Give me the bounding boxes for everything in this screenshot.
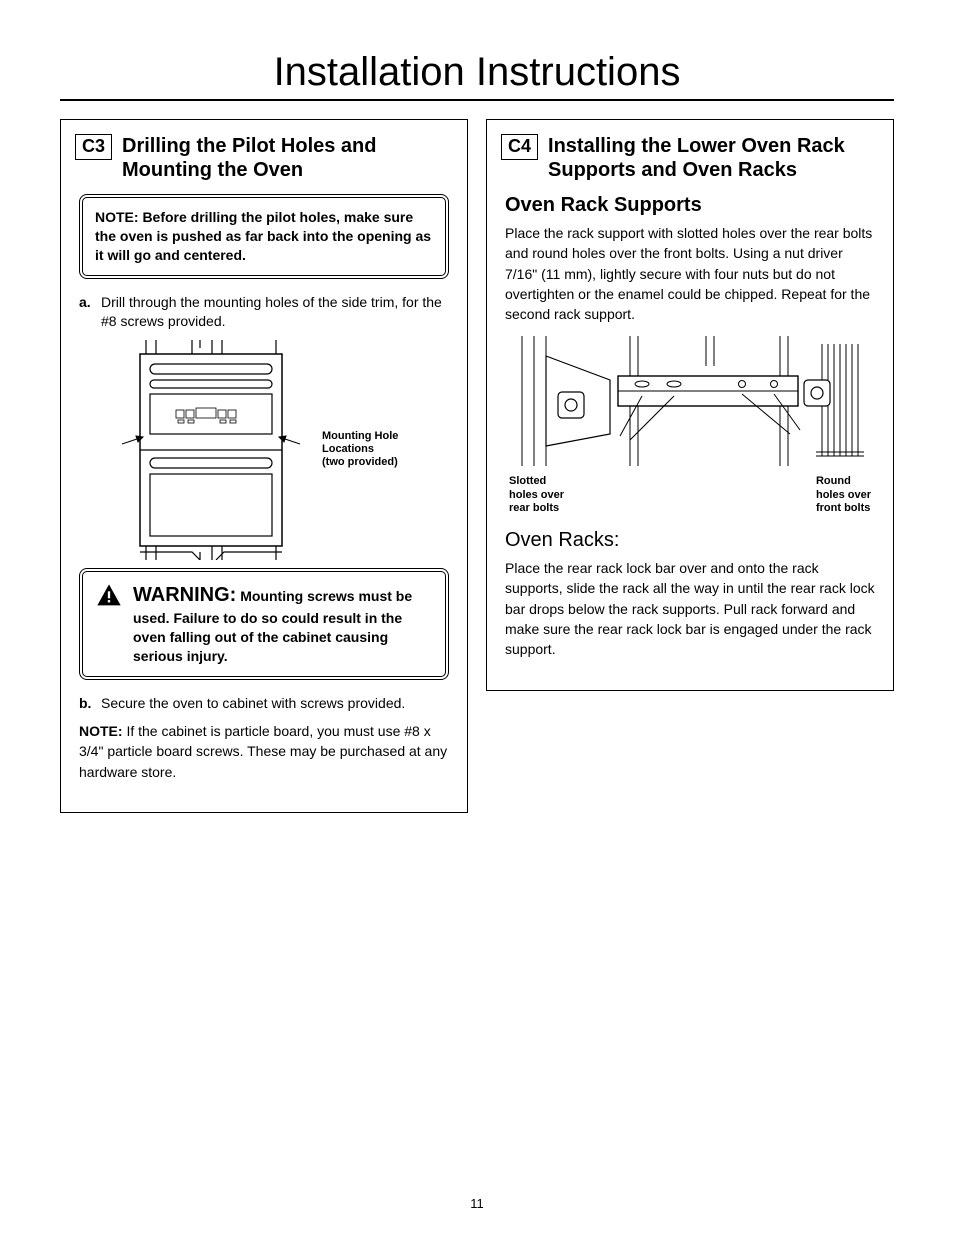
step-a: a. Drill through the mounting holes of t… <box>79 293 449 332</box>
rack-support-diagram <box>510 336 870 466</box>
step-a-letter: a. <box>79 293 95 332</box>
step-b-text: Secure the oven to cabinet with screws p… <box>101 694 405 714</box>
fig2-left-l1: Slotted <box>509 475 564 488</box>
figure-oven-mounting: Mounting Hole Locations (two provided) <box>75 340 453 560</box>
warning-icon <box>95 582 123 615</box>
step-title-c4: Installing the Lower Oven Rack Supports … <box>548 134 879 182</box>
note-text: NOTE: Before drilling the pilot holes, m… <box>95 208 433 265</box>
left-column: C3 Drilling the Pilot Holes and Mounting… <box>60 119 468 813</box>
step-title-c3: Drilling the Pilot Holes and Mounting th… <box>122 134 453 182</box>
subhead-oven-racks: Oven Racks: <box>505 529 875 552</box>
content-columns: C3 Drilling the Pilot Holes and Mounting… <box>60 119 894 813</box>
subhead-rack-supports: Oven Rack Supports <box>505 194 875 217</box>
note2: NOTE: If the cabinet is particle board, … <box>79 721 449 782</box>
right-column: C4 Installing the Lower Oven Rack Suppor… <box>486 119 894 691</box>
fig2-right-caption: Round holes over front bolts <box>816 475 871 515</box>
oven-front-diagram <box>116 340 306 560</box>
step-tag-c3: C3 <box>75 134 112 160</box>
fig1-caption: Mounting Hole Locations (two provided) <box>322 430 412 470</box>
fig2-right-l1: Round <box>816 475 871 488</box>
step-tag-c4: C4 <box>501 134 538 160</box>
fig2-left-l2: holes over <box>509 489 564 502</box>
page-number: 11 <box>0 1196 954 1211</box>
fig1-caption-l1: Mounting Hole <box>322 430 412 443</box>
fig1-caption-l3: (two provided) <box>322 456 412 469</box>
step-c4-header: C4 Installing the Lower Oven Rack Suppor… <box>501 134 879 182</box>
warning-word: WARNING: <box>133 584 236 606</box>
fig2-left-caption: Slotted holes over rear bolts <box>509 475 564 515</box>
step-b-letter: b. <box>79 694 95 714</box>
step-b: b. Secure the oven to cabinet with screw… <box>79 694 449 714</box>
rack-supports-text: Place the rack support with slotted hole… <box>505 223 875 324</box>
note-box: NOTE: Before drilling the pilot holes, m… <box>79 194 449 279</box>
fig1-caption-l2: Locations <box>322 443 412 456</box>
page-title: Installation Instructions <box>60 50 894 101</box>
step-c3-header: C3 Drilling the Pilot Holes and Mounting… <box>75 134 453 182</box>
fig2-right-l2: holes over <box>816 489 871 502</box>
warning-text: WARNING: Mounting screws must be used. F… <box>133 582 433 666</box>
oven-racks-text: Place the rear rack lock bar over and on… <box>505 558 875 659</box>
step-a-text: Drill through the mounting holes of the … <box>101 293 449 332</box>
note2-text: If the cabinet is particle board, you mu… <box>79 723 447 780</box>
fig2-right-l3: front bolts <box>816 502 871 515</box>
note2-label: NOTE: <box>79 723 123 739</box>
fig2-left-l3: rear bolts <box>509 502 564 515</box>
warning-box: WARNING: Mounting screws must be used. F… <box>79 568 449 680</box>
figure-rack-support: Slotted holes over rear bolts Round hole… <box>501 336 879 515</box>
